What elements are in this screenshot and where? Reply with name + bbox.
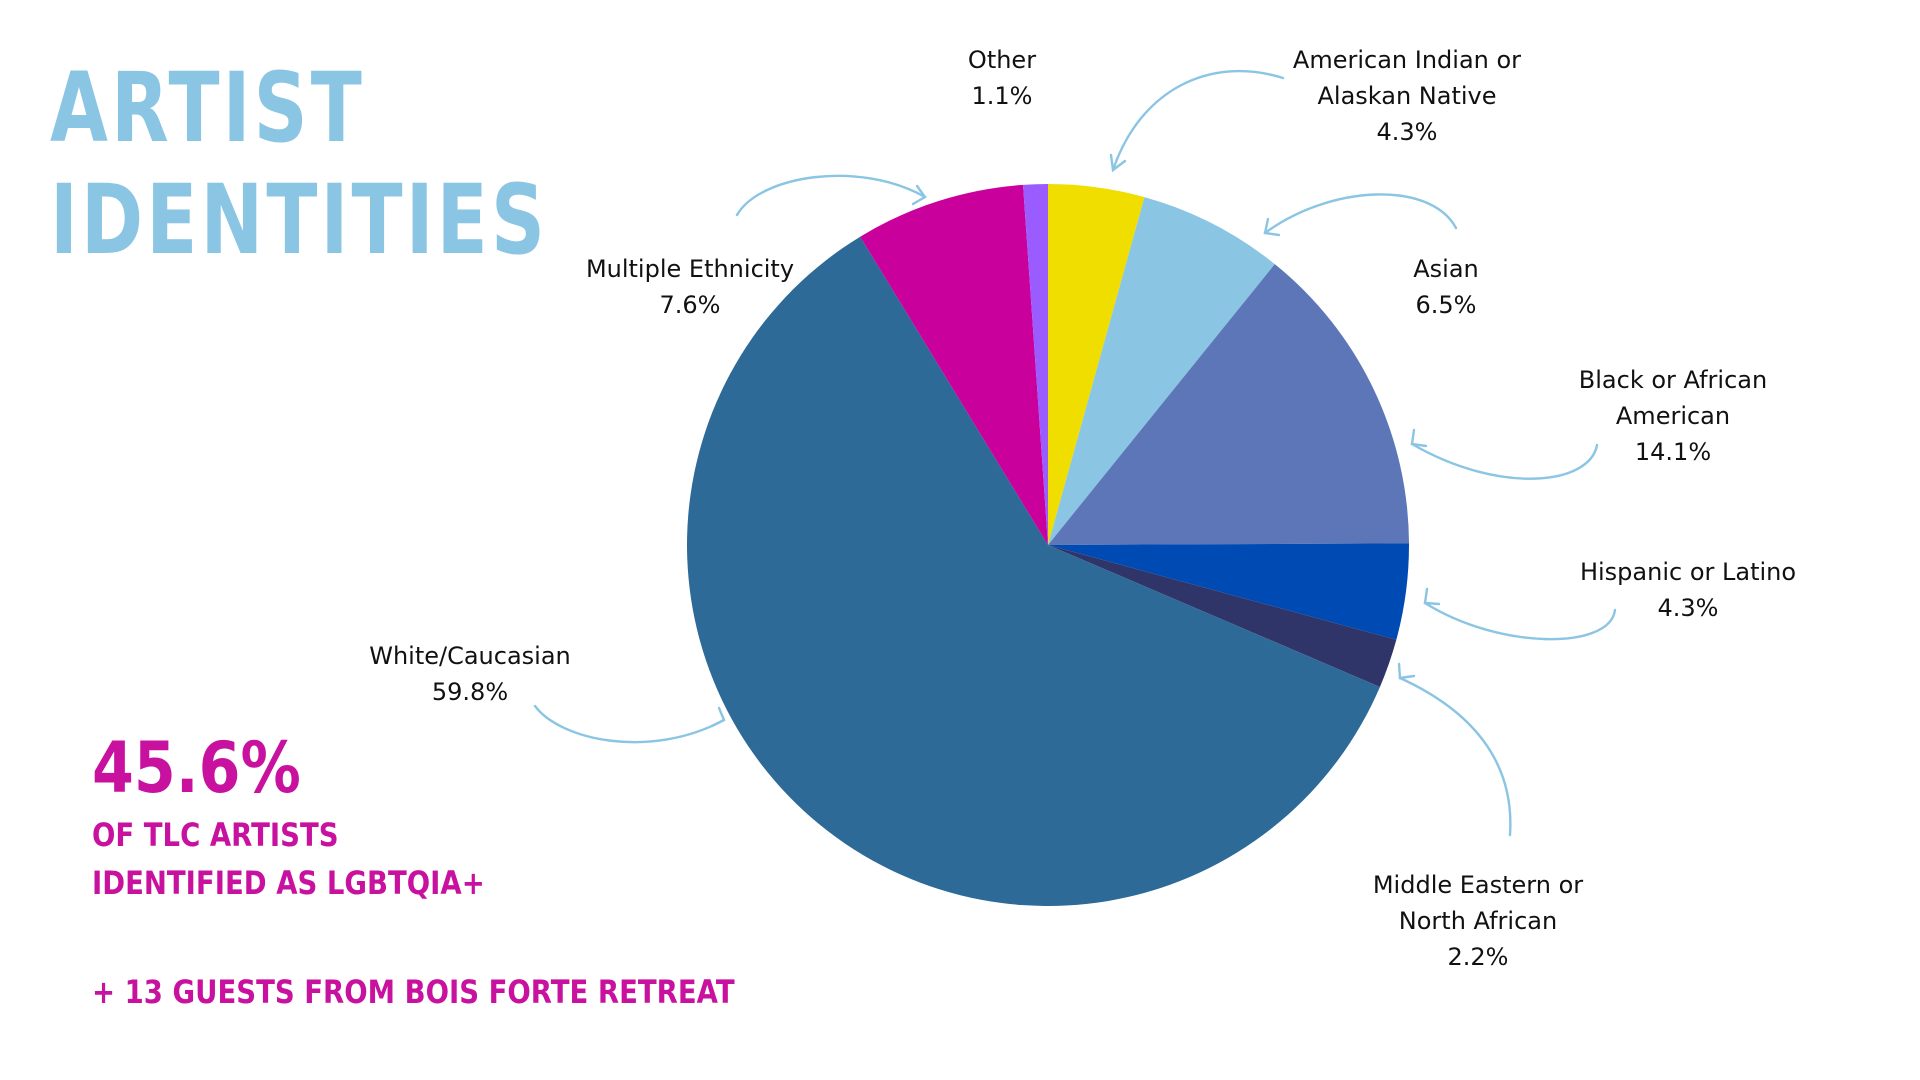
pie-slice-american-indian-or-alaskan-native — [1048, 184, 1145, 545]
arrow-head-white-caucasian — [710, 706, 726, 728]
slice-label-multiple-ethnicity: Multiple Ethnicity 7.6% — [586, 255, 794, 319]
slice-label-middle-eastern-or-north-african: Middle Eastern or North African 2.2% — [1373, 871, 1583, 971]
lgbtq-stat-line-1: OF TLC ARTISTS — [92, 816, 339, 854]
slice-labels: American Indian or Alaskan Native 4.3% Asia… — [369, 46, 1796, 971]
pie-slice-middle-eastern-or-north-african — [1048, 545, 1397, 687]
arrow-hispanic-or-latino — [1423, 601, 1617, 641]
arrow-asian — [1263, 193, 1458, 235]
arrow-head-american-indian-or-alaskan-native — [1109, 153, 1127, 173]
arrow-multiple-ethnicity — [735, 174, 927, 217]
slice-label-white-caucasian: White/Caucasian 59.8% — [369, 642, 571, 706]
arrow-american-indian-or-alaskan-native — [1111, 69, 1285, 172]
pie-slice-other — [1023, 184, 1048, 545]
arrow-head-multiple-ethnicity — [911, 184, 927, 206]
guests-note: + 13 GUESTS FROM BOIS FORTE RETREAT — [92, 973, 735, 1011]
slice-label-hispanic-or-latino: Hispanic or Latino 4.3% — [1580, 558, 1796, 622]
slice-label-american-indian-or-alaskan-native: American Indian or Alaskan Native 4.3% — [1293, 46, 1521, 146]
pie-slice-black-or-african-american — [1048, 264, 1409, 545]
pie-slice-hispanic-or-latino — [1048, 543, 1409, 640]
title-line-1: ARTIST — [50, 52, 365, 164]
lgbtq-percent-stat: 45.6% — [92, 727, 301, 809]
arrow-middle-eastern-or-north-african — [1398, 676, 1512, 837]
pie-slice-white-caucasian — [687, 236, 1380, 906]
page-title: ARTIST IDENTITIES — [50, 52, 548, 276]
pie-slices — [687, 184, 1409, 906]
arrow-head-black-or-african-american — [1410, 428, 1428, 448]
arrow-black-or-african-american — [1410, 442, 1599, 480]
arrow-head-asian — [1263, 217, 1281, 237]
arrow-white-caucasian — [533, 704, 726, 744]
pie-slice-multiple-ethnicity — [860, 184, 1048, 545]
pie-slice-asian — [1048, 197, 1275, 545]
slice-label-black-or-african-american: Black or African American 14.1% — [1579, 366, 1767, 466]
arrow-head-middle-eastern-or-north-african — [1397, 662, 1416, 680]
title-line-2: IDENTITIES — [50, 164, 548, 276]
lgbtq-stat-line-2: IDENTIFIED AS LGBTQIA+ — [92, 864, 485, 902]
arrow-head-hispanic-or-latino — [1423, 587, 1441, 606]
slice-label-asian: Asian 6.5% — [1413, 255, 1479, 319]
label-arrows — [533, 69, 1617, 837]
slice-label-other: Other 1.1% — [968, 46, 1036, 110]
